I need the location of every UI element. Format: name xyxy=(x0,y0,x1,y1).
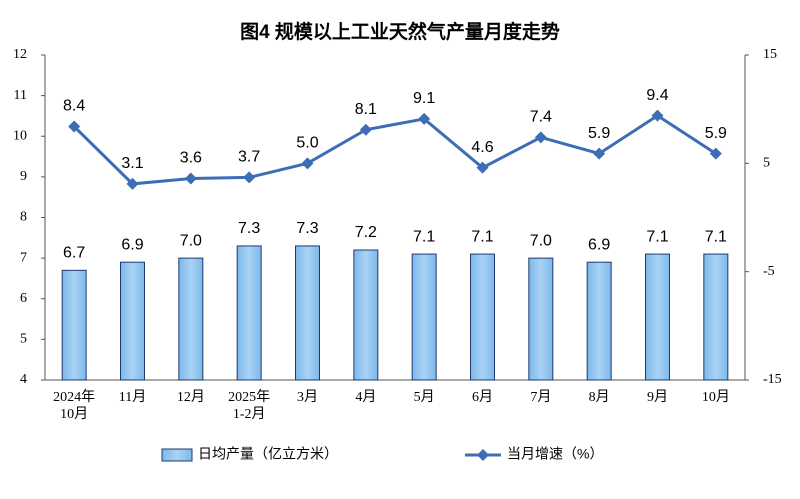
line-value-label: 3.1 xyxy=(121,155,143,172)
line-marker xyxy=(126,177,139,190)
bar-value-label: 7.3 xyxy=(296,220,318,237)
bar xyxy=(470,253,495,381)
x-tick-label: 1-2月 xyxy=(233,406,266,422)
line-marker xyxy=(476,161,489,174)
line-value-label: 5.9 xyxy=(705,125,727,142)
line-marker xyxy=(301,157,314,170)
line-marker xyxy=(184,172,197,185)
bar xyxy=(61,269,87,381)
bar xyxy=(411,253,437,381)
x-tick-label: 4月 xyxy=(355,389,376,405)
line-marker xyxy=(359,123,372,136)
line-marker xyxy=(243,171,256,184)
line-value-label: 5.0 xyxy=(296,135,318,152)
bar-value-label: 7.1 xyxy=(413,228,435,245)
bar-value-label: 7.0 xyxy=(180,232,202,249)
x-tick-label: 2024年 xyxy=(53,389,95,405)
bar xyxy=(528,257,554,381)
y2-tick-label: -5 xyxy=(763,264,775,279)
legend-label: 当月增速（%） xyxy=(507,446,603,462)
bar xyxy=(295,245,320,381)
y2-tick-label: 5 xyxy=(763,156,770,171)
line-value-label: 4.6 xyxy=(471,139,493,156)
x-tick-label: 8月 xyxy=(589,389,610,405)
line-value-label: 8.1 xyxy=(355,101,377,118)
x-tick-label: 7月 xyxy=(530,389,551,405)
line-marker xyxy=(593,147,606,160)
bar xyxy=(236,245,262,381)
x-tick-label: 10月 xyxy=(702,389,730,405)
legend-marker xyxy=(477,449,489,461)
line-marker xyxy=(709,147,722,160)
y-tick-label: 5 xyxy=(20,332,27,347)
line-value-label: 3.6 xyxy=(180,150,202,167)
line-marker xyxy=(68,120,81,133)
bar-value-label: 7.2 xyxy=(355,224,377,241)
x-tick-label: 9月 xyxy=(647,389,668,405)
y-tick-label: 8 xyxy=(20,210,27,225)
line-value-label: 9.4 xyxy=(646,87,668,104)
y-tick-label: 6 xyxy=(20,291,27,306)
y-tick-label: 7 xyxy=(20,250,27,265)
bar xyxy=(645,253,670,381)
x-tick-label: 5月 xyxy=(414,389,435,405)
line xyxy=(73,113,717,186)
y-tick-label: 4 xyxy=(20,372,27,387)
bar xyxy=(120,261,145,381)
bar-value-label: 7.1 xyxy=(471,228,493,245)
chart-title: 图4 规模以上工业天然气产量月度走势 xyxy=(240,20,560,43)
y-tick-label: 10 xyxy=(13,128,27,143)
y2-tick-label: 15 xyxy=(763,47,777,62)
y-tick-label: 9 xyxy=(20,169,27,184)
legend-label: 日均产量（亿立方米） xyxy=(198,446,338,462)
bar-value-label: 6.9 xyxy=(588,236,610,253)
legend-swatch xyxy=(161,448,193,462)
bar-value-label: 7.1 xyxy=(705,228,727,245)
bar xyxy=(703,253,729,381)
x-tick-label: 3月 xyxy=(297,389,318,405)
bar xyxy=(353,249,379,381)
line-marker xyxy=(534,131,547,144)
bar-value-label: 7.3 xyxy=(238,220,260,237)
line-value-label: 8.4 xyxy=(63,98,85,115)
bar xyxy=(178,257,204,381)
y-tick-label: 12 xyxy=(13,47,27,62)
line-marker xyxy=(651,109,664,122)
bar-value-label: 7.0 xyxy=(530,232,552,249)
x-tick-label: 10月 xyxy=(60,406,88,422)
line-value-label: 9.1 xyxy=(413,90,435,107)
bar-value-label: 7.1 xyxy=(646,228,668,245)
line-marker xyxy=(418,112,431,125)
x-tick-label: 11月 xyxy=(119,389,146,405)
bar-value-label: 6.7 xyxy=(63,245,85,262)
x-tick-label: 6月 xyxy=(472,389,493,405)
line-value-label: 5.9 xyxy=(588,125,610,142)
bar xyxy=(586,261,612,381)
y2-tick-label: -15 xyxy=(763,372,782,387)
line-value-label: 3.7 xyxy=(238,149,260,166)
bar-value-label: 6.9 xyxy=(121,236,143,253)
y-tick-label: 11 xyxy=(14,88,27,103)
x-tick-label: 2025年 xyxy=(228,389,270,405)
line-value-label: 7.4 xyxy=(530,109,552,126)
x-tick-label: 12月 xyxy=(177,389,205,405)
